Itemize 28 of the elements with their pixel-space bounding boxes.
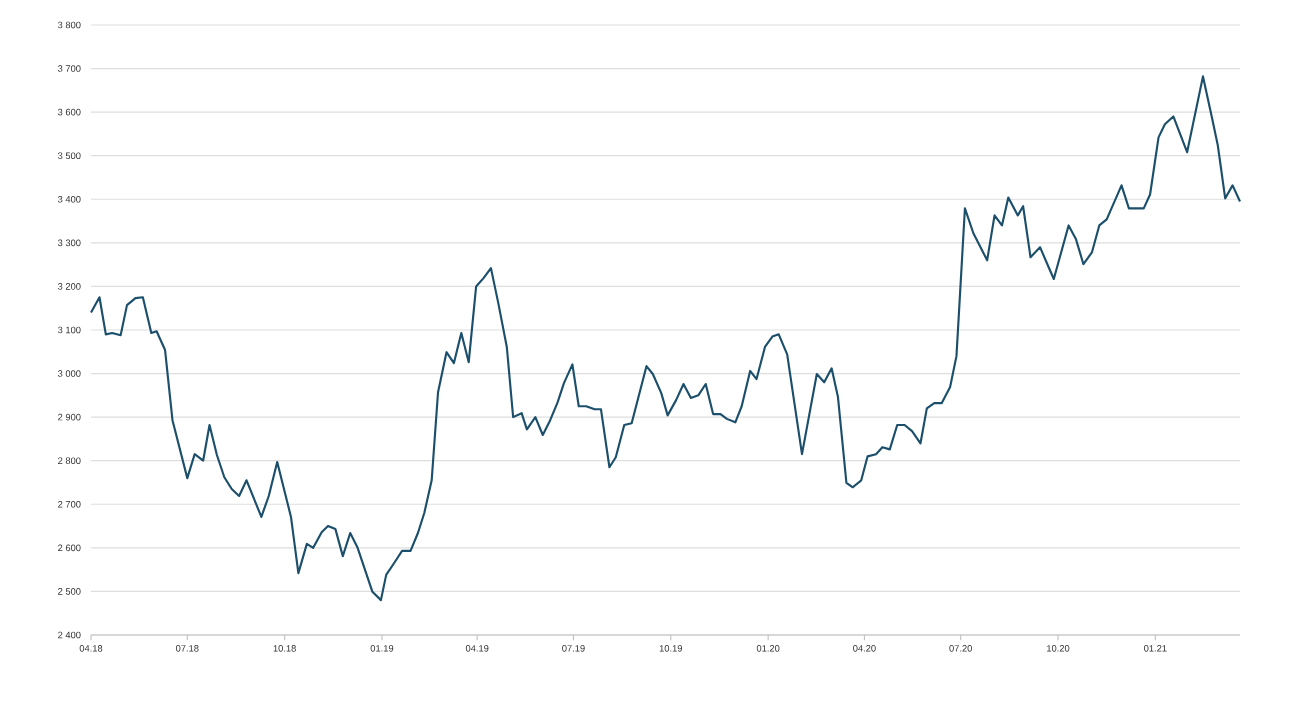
x-tick-label: 04.19: [465, 645, 489, 652]
y-tick-label: 2 400: [58, 631, 81, 639]
x-tick-label: 07.18: [175, 645, 199, 652]
x-tick-label: 10.18: [273, 645, 296, 652]
x-tick-label: 01.20: [756, 645, 780, 652]
x-tick-label: 01.19: [370, 645, 394, 652]
x-tick-label: 07.19: [562, 645, 585, 652]
x-tick-label: 07.20: [949, 645, 973, 652]
y-tick-label: 3 100: [57, 326, 81, 334]
x-tick-label: 04.18: [79, 645, 103, 652]
y-tick-label: 3 700: [57, 65, 81, 72]
line-series: [89, 75, 1242, 602]
y-tick-label: 3 200: [57, 283, 81, 290]
y-tick-label: 3 500: [57, 152, 81, 159]
x-tick-label: 10.19: [659, 645, 683, 652]
y-tick-label: 2 800: [58, 457, 81, 464]
y-tick-label: 3 600: [57, 108, 81, 116]
y-tick-label: 3 300: [57, 239, 81, 247]
y-tick-label: 2 900: [58, 413, 81, 421]
x-tick-label: 01.21: [1144, 645, 1167, 652]
y-tick-label: 3 800: [57, 21, 81, 29]
y-tick-label: 2 700: [58, 500, 81, 508]
y-tick-label: 2 600: [58, 544, 81, 552]
x-tick-label: 04.20: [853, 645, 876, 652]
y-tick-label: 2 500: [58, 588, 81, 595]
y-tick-label: 3 000: [57, 370, 81, 377]
y-tick-label: 3 400: [57, 195, 81, 203]
x-tick-label: 10.20: [1047, 645, 1070, 652]
